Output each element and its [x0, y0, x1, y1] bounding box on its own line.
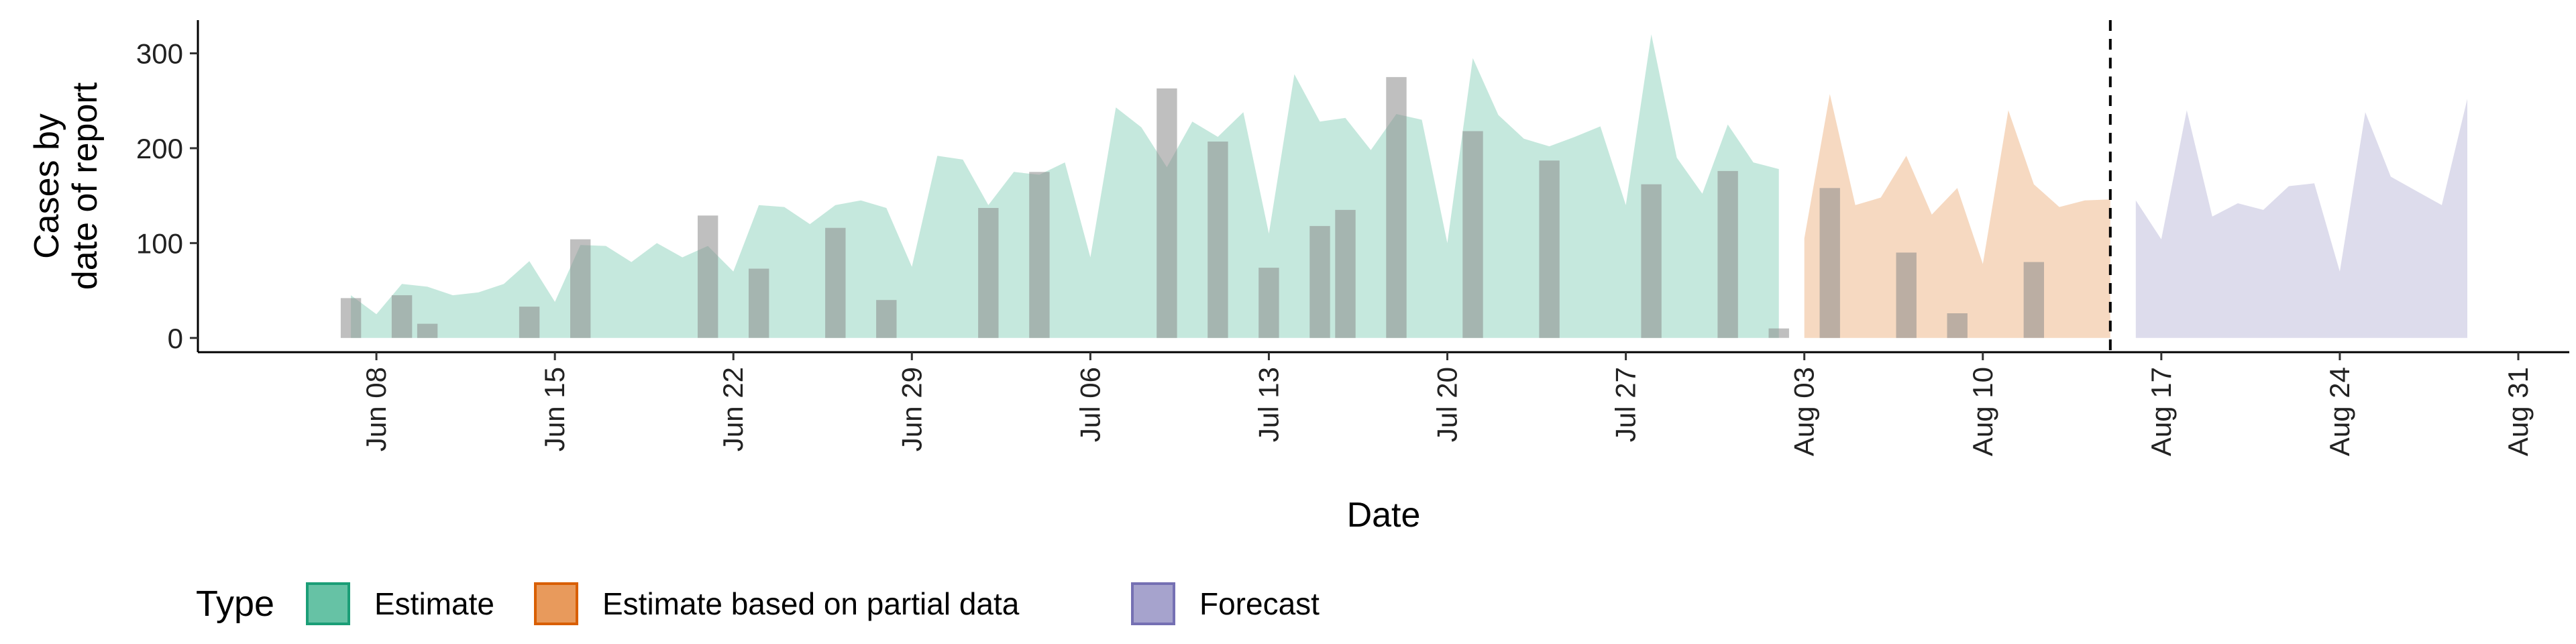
x-axis-title: Date [1347, 496, 1421, 535]
bar-2020-07-15 [1309, 225, 1330, 338]
x-tick-label-2020-07-13: Jul 13 [1252, 367, 1284, 442]
bar-2020-06-28 [876, 300, 897, 338]
bar-2020-07-11 [1208, 142, 1228, 338]
bar-2020-06-14 [519, 307, 540, 338]
bar-2020-06-07 [340, 298, 362, 338]
x-tick-label-2020-08-03: Aug 03 [1788, 367, 1820, 456]
area-estimate [351, 34, 1779, 338]
legend-key-estimate-based-on-partial-data [534, 582, 578, 625]
area-series-layer [351, 34, 2467, 338]
bar-2020-06-16 [570, 239, 591, 338]
bar-2020-07-31 [1717, 170, 1738, 338]
x-tick-label-2020-06-29: Jun 29 [896, 367, 927, 451]
y-axis-title-line: date of report [66, 82, 105, 290]
legend-title: Type [196, 584, 274, 624]
y-axis-title-line: Cases by [28, 113, 66, 259]
bar-2020-07-21 [1462, 131, 1483, 338]
x-tick-label-2020-08-17: Aug 17 [2145, 367, 2177, 456]
x-tick-label-2020-06-15: Jun 15 [539, 367, 570, 451]
legend-key-forecast [1131, 582, 1175, 625]
bar-2020-07-16 [1335, 209, 1356, 338]
bar-2020-08-12 [2023, 262, 2044, 338]
x-tick-label-2020-08-24: Aug 24 [2324, 367, 2355, 456]
y-tick-label-300: 300 [136, 38, 183, 70]
area-estimate-based-on-partial-data [1804, 94, 2110, 338]
area-forecast [2135, 99, 2467, 338]
bar-2020-06-21 [698, 215, 718, 338]
bar-2020-06-09 [391, 295, 413, 338]
legend-label-estimate: Estimate [374, 586, 494, 621]
bar-2020-08-07 [1896, 252, 1917, 338]
x-tick-label-2020-08-31: Aug 31 [2502, 367, 2534, 456]
bar-2020-08-09 [1947, 313, 1968, 338]
bar-2020-06-23 [749, 268, 769, 338]
legend: Type Estimate Estimate based on partial da… [196, 582, 1320, 625]
bar-2020-08-02 [1768, 328, 1789, 338]
y-tick-label-100: 100 [136, 227, 183, 259]
legend-label-forecast: Forecast [1199, 586, 1320, 621]
x-tick-label-2020-06-08: Jun 08 [360, 367, 392, 451]
y-tick-label-200: 200 [136, 133, 183, 164]
bar-2020-06-26 [825, 227, 846, 338]
bar-2020-07-24 [1539, 160, 1560, 338]
bar-2020-07-09 [1157, 88, 1177, 338]
bar-2020-07-28 [1641, 184, 1662, 338]
bar-2020-07-04 [1029, 172, 1050, 338]
bar-2020-07-02 [978, 208, 999, 338]
y-tick-label-0: 0 [168, 323, 183, 354]
x-tick-label-2020-08-10: Aug 10 [1967, 367, 1998, 456]
x-tick-label-2020-07-20: Jul 20 [1432, 367, 1463, 442]
x-tick-label-2020-06-22: Jun 22 [717, 367, 749, 451]
bar-layer [340, 76, 2044, 338]
bar-2020-07-13 [1258, 268, 1279, 338]
bar-2020-06-10 [417, 323, 438, 338]
legend-label-estimate-based-on-partial-data: Estimate based on partial data [602, 586, 1020, 621]
bar-2020-08-04 [1819, 188, 1840, 338]
legend-key-estimate [306, 582, 350, 625]
x-tick-label-2020-07-06: Jul 06 [1074, 367, 1106, 442]
y-axis-title: Cases bydate of report [28, 82, 105, 290]
bar-2020-07-18 [1386, 76, 1407, 338]
axes-layer: 0 100 200 300 Jun 08 Jun 15 Jun 22 Jun 29 Jul 06… [28, 20, 2569, 535]
x-tick-label-2020-07-27: Jul 27 [1610, 367, 1642, 442]
